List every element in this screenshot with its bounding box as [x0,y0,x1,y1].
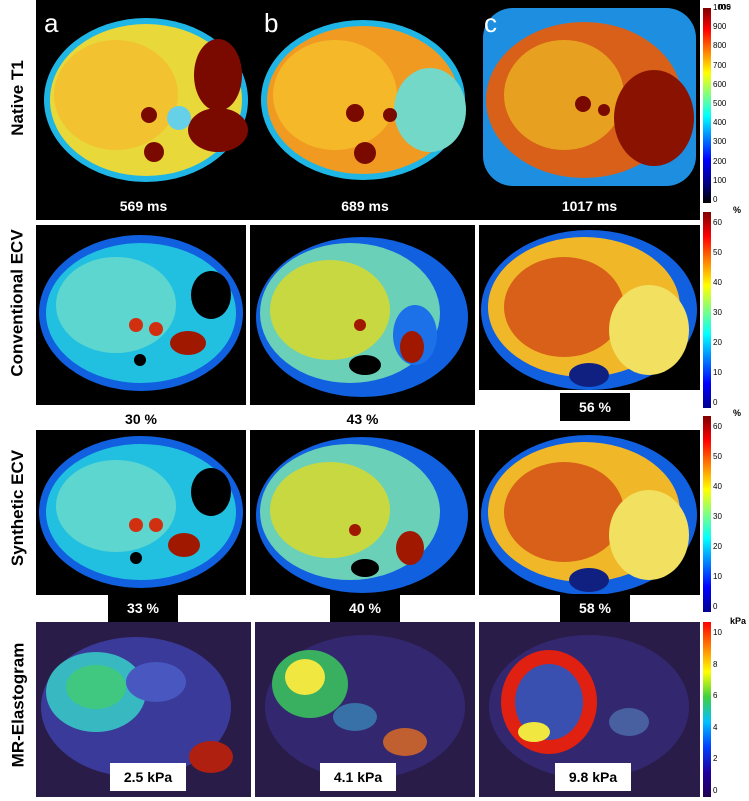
synthetic-ecv-value-a: 33 % [108,594,178,622]
colorbar-tick-label: 600 [713,79,727,89]
row-label-conventional-ecv: Conventional ECV [0,205,36,400]
mr-elastogram-value-a: 2.5 kPa [110,763,186,791]
native-t1-image-c [483,8,696,186]
colorbar-tick-label: 700 [713,60,727,70]
colorbar-tick-label: 6 [713,691,718,701]
colorbar-tick-label: 4 [713,722,718,732]
column-letter-b: b [264,8,279,38]
colorbar-tick-label: 40 [713,278,722,287]
colorbar-ecv-conventional-unit: % [733,205,742,215]
colorbar-tick-label: 0 [713,786,718,795]
row-label-native-t1: Native T1 [0,0,36,195]
conventional-ecv-image-b [256,237,468,397]
colorbar-tick-label: 200 [713,156,727,166]
native-t1-image-b [261,20,466,180]
colorbar-tick-label: 50 [713,452,722,461]
synthetic-ecv-image-b [256,437,468,593]
colorbar-tick-label: 900 [713,22,727,32]
colorbar-tick-label: 10 [713,628,722,637]
conventional-ecv-panel-c [479,225,700,390]
colorbar-tick-label: 40 [713,482,722,491]
colorbar-tick-label: 500 [713,99,727,108]
colorbar-tick-label: 400 [713,118,727,128]
native-t1-value-b: 689 ms [341,198,389,214]
colorbar-ecv-synthetic [703,416,711,612]
mr-elastogram-value-b: 4.1 kPa [320,763,396,791]
colorbar-tick-label: 20 [713,338,722,347]
colorbar-tick-label: 1000 [713,3,731,12]
conventional-ecv-image-a [39,235,243,391]
column-letter-c: c [484,8,497,38]
synthetic-ecv-image-a [39,436,243,588]
colorbar-tick-label: 10 [713,572,722,581]
synthetic-ecv-image-c [481,435,697,595]
colorbar-mre-unit: kPa [730,616,747,626]
synthetic-ecv-panel-b [250,430,475,595]
colorbar-tick-label: 10 [713,368,722,377]
colorbar-tick-label: 30 [713,512,722,521]
colorbar-tick-label: 0 [713,195,718,204]
colorbar-ecv-conventional [703,212,711,408]
row-label-text: Synthetic ECV [8,449,28,566]
row-label-text: MR-Elastogram [8,642,27,768]
colorbar-ecv-synthetic-unit: % [733,408,742,418]
row-label-synthetic-ecv: Synthetic ECV [0,410,36,605]
native-t1-image-a [44,18,248,182]
synthetic-ecv-panel-a [36,430,246,595]
colorbar-tick-label: 0 [713,602,718,611]
native-t1-value-a: 569 ms [119,198,168,214]
colorbar-tick-label: 20 [713,542,722,551]
colorbar-tick-label: 0 [713,398,718,407]
native-t1-panel-c [479,0,700,192]
colorbar-tick-label: 800 [713,41,727,51]
column-letter-a: a [44,8,59,38]
conventional-ecv-image-c [481,230,697,390]
colorbar-tick-label: 60 [713,422,722,431]
conventional-ecv-panel-b [250,225,475,405]
colorbar-tick-label: 60 [713,218,722,227]
conventional-ecv-value-a: 30 % [36,405,246,433]
colorbar-tick-label: 30 [713,308,722,317]
colorbar-mre [703,622,711,797]
row-label-text: Conventional ECV [8,228,28,377]
conventional-ecv-value-c: 56 % [560,393,630,421]
native-t1-panel-a [36,0,251,192]
colorbar-tick-label: 8 [713,659,718,669]
synthetic-ecv-panel-c [479,430,700,595]
native-t1-panel-b [255,0,475,192]
conventional-ecv-panel-a [36,225,246,405]
colorbar-tick-label: 100 [713,175,727,185]
synthetic-ecv-value-b: 40 % [330,594,400,622]
colorbar-tick-label: 300 [713,137,727,147]
row-label-text: Native T1 [8,59,27,136]
native-t1-value-c: 1017 ms [561,198,618,214]
synthetic-ecv-value-c: 58 % [560,594,630,622]
row-label-mr-elastogram: MR-Elastogram [0,610,36,800]
mr-elastogram-value-c: 9.8 kPa [555,763,631,791]
conventional-ecv-value-b: 43 % [250,405,475,433]
colorbar-t1 [703,8,711,203]
colorbar-tick-label: 50 [713,248,722,257]
colorbar-t1-unit: ms [718,1,732,11]
colorbar-tick-label: 2 [713,754,718,764]
